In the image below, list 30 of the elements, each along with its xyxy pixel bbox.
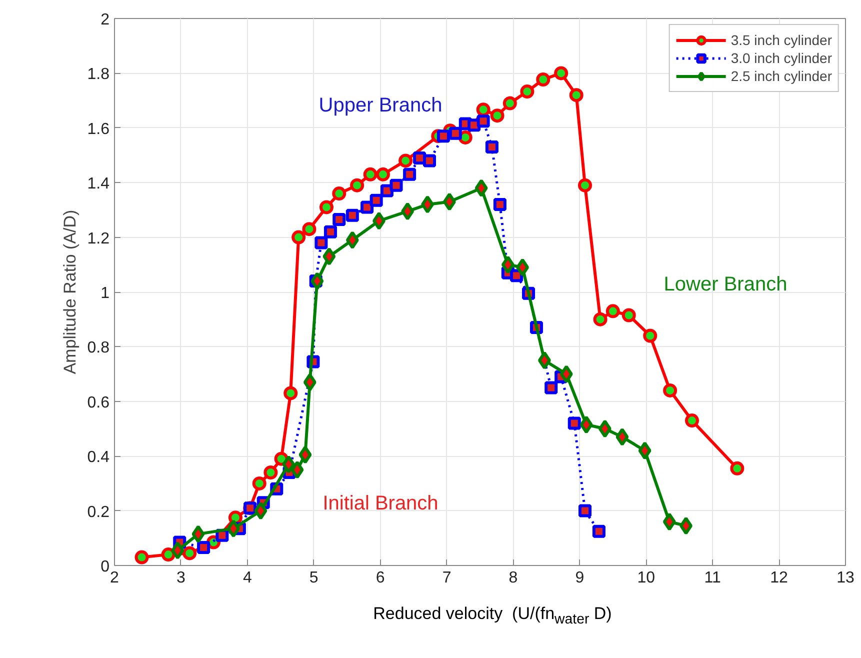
x-tick-label: 4 <box>242 570 252 586</box>
y-axis-title: Amplitude Ratio (A/D) <box>60 210 80 374</box>
x-tick-label: 3 <box>176 570 186 586</box>
annotation: Initial Branch <box>322 492 438 514</box>
y-tick-label: 1.8 <box>87 66 110 84</box>
y-tick-label: 1 <box>100 285 110 302</box>
y-tick-label: 0 <box>100 558 110 576</box>
annotation: Upper Branch <box>318 94 442 116</box>
legend-label: 2.5 inch cylinder <box>730 67 832 85</box>
x-tick-label: 9 <box>575 570 584 586</box>
x-tick-label: 12 <box>770 570 788 586</box>
y-tick-label: 0.8 <box>87 340 110 357</box>
x-tick-label: 5 <box>309 570 318 586</box>
annotation: Lower Branch <box>664 274 788 296</box>
x-tick-label: 6 <box>376 570 385 586</box>
x-tick-label: 10 <box>637 570 656 586</box>
y-tick-label: 0.4 <box>87 449 110 466</box>
y-tick-label: 0.2 <box>87 504 110 521</box>
y-tick-label: 1.4 <box>87 176 110 193</box>
y-tick-label: 1.6 <box>87 120 110 138</box>
legend-label: 3.0 inch cylinder <box>730 49 832 67</box>
y-tick-label: 2 <box>100 12 110 28</box>
x-axis-title: Reduced velocity (U/(fn$_{water}$ D) <box>373 603 612 630</box>
x-tick-label: 8 <box>508 570 518 586</box>
x-tick-label: 7 <box>442 570 452 586</box>
y-tick-label: 1.2 <box>87 230 110 248</box>
y-tick-label: 0.6 <box>87 394 110 412</box>
x-tick-label: 13 <box>836 570 854 586</box>
x-tick-label: 11 <box>704 570 721 586</box>
legend-label: 3.5 inch cylinder <box>730 31 832 49</box>
